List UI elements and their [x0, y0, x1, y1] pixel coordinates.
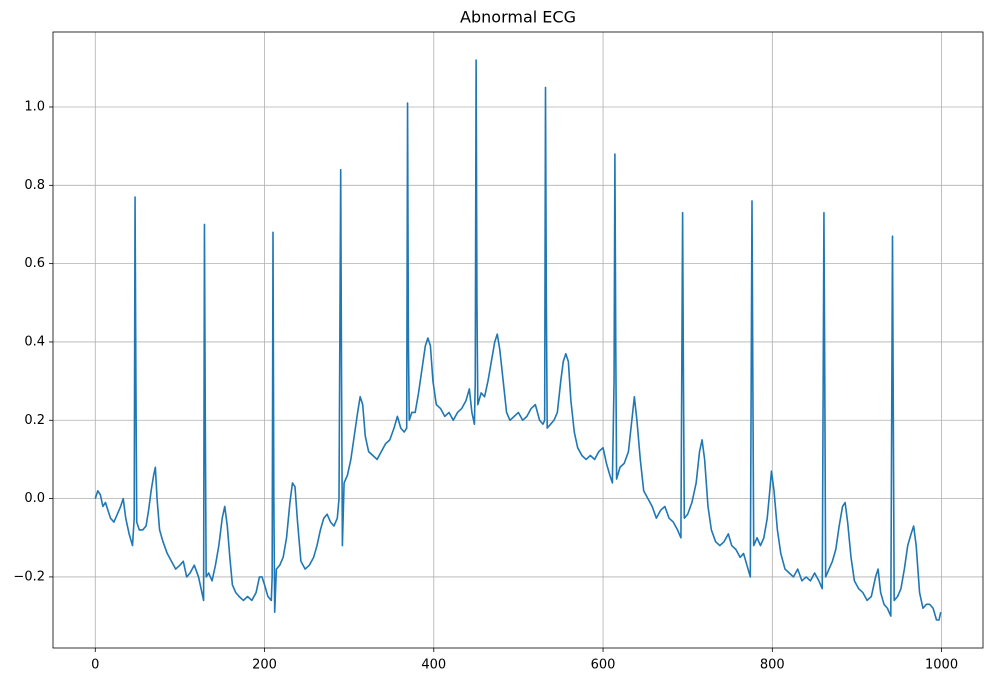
y-tick-label: 0.0	[24, 491, 45, 506]
ecg-line	[94, 59, 942, 621]
plot-frame	[52, 31, 984, 649]
x-tick-label: 1000	[925, 658, 958, 673]
y-tick-label: 0.8	[24, 178, 45, 193]
x-tick-label: 0	[91, 658, 99, 673]
y-tick-label: 0.4	[24, 334, 45, 349]
y-tick-label: 1.0	[24, 99, 45, 114]
y-tick-label: 0.2	[24, 413, 45, 428]
x-tick-label: 400	[421, 658, 446, 673]
chart-title: Abnormal ECG	[460, 8, 576, 27]
x-tick-label: 800	[760, 658, 785, 673]
y-tick-label: 0.6	[24, 256, 45, 271]
x-tick-label: 600	[591, 658, 616, 673]
x-tick-label: 200	[252, 658, 277, 673]
y-tick-label: −0.2	[13, 569, 45, 584]
